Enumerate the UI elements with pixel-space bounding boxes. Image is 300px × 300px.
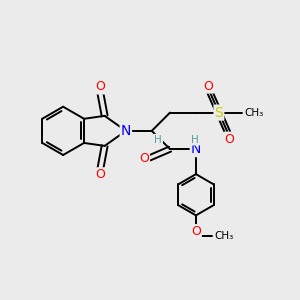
Text: O: O: [95, 168, 105, 181]
Text: H: H: [154, 135, 162, 145]
Text: CH₃: CH₃: [244, 108, 263, 118]
Text: O: O: [204, 80, 214, 93]
Text: S: S: [214, 106, 223, 120]
Text: N: N: [121, 124, 131, 138]
Text: CH₃: CH₃: [214, 231, 234, 241]
Text: N: N: [191, 142, 201, 156]
Text: H: H: [191, 135, 199, 145]
Text: O: O: [224, 133, 234, 146]
Text: O: O: [191, 225, 201, 238]
Text: O: O: [139, 152, 149, 165]
Text: O: O: [95, 80, 105, 94]
